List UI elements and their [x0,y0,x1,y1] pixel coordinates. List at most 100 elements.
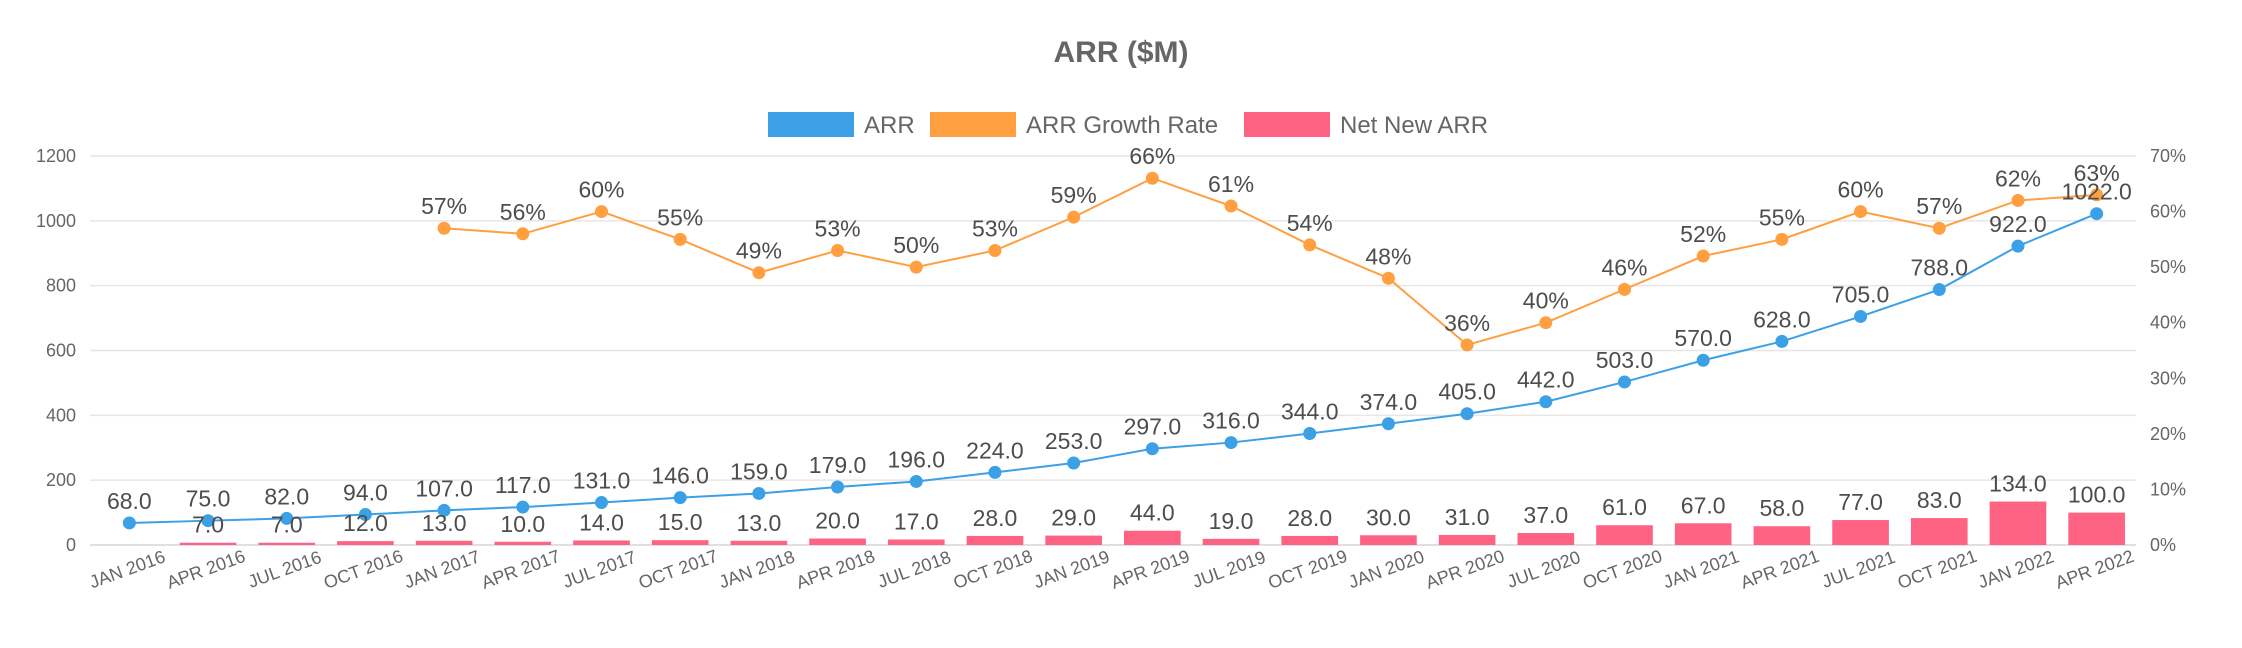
y-left-tick: 0 [66,535,76,555]
growth-rate-line-point [988,243,1002,257]
net-new-arr-label: 77.0 [1838,489,1883,515]
net-new-arr-label: 14.0 [579,509,624,535]
x-tick-label: APR 2020 [1423,546,1507,593]
y-right-tick: 20% [2150,424,2186,444]
net-new-arr-label: 15.0 [658,509,703,535]
growth-rate-label: 40% [1523,288,1569,314]
growth-rate-label: 62% [1995,165,2041,191]
arr-label: 253.0 [1045,428,1103,454]
arr-line-point [1854,309,1868,323]
arr-line-point [516,500,530,514]
arr-label: 922.0 [1989,211,2047,237]
net-new-arr-bar [730,540,788,545]
growth-rate-label: 53% [972,215,1018,241]
arr-label: 146.0 [651,463,709,489]
arr-label: 316.0 [1202,408,1260,434]
growth-rate-line-point [1145,171,1159,185]
y-left-tick: 800 [46,276,76,296]
growth-rate-label: 57% [1916,193,1962,219]
x-tick-label: JAN 2019 [1031,546,1112,592]
x-tick-label: JAN 2017 [401,546,482,592]
x-tick-label: OCT 2021 [1895,546,1980,593]
net-new-arr-label: 12.0 [343,510,388,536]
x-tick-label: OCT 2016 [321,546,406,593]
growth-rate-line-point [2090,188,2104,202]
growth-rate-label: 46% [1601,254,1647,280]
net-new-arr-label: 37.0 [1523,502,1568,528]
arr-line-point [595,496,608,510]
net-new-arr-bar [1124,530,1181,545]
x-tick-label: OCT 2020 [1580,546,1665,593]
arr-line-point [437,503,451,517]
arr-line [129,212,2098,524]
net-new-arr-label: 20.0 [815,508,860,534]
arr-label: 75.0 [186,486,231,512]
net-new-arr-bar [1281,535,1339,545]
growth-rate-line-point [516,227,530,241]
arr-line-point [1539,395,1553,409]
net-new-arr-bar [573,540,630,545]
arr-label: 224.0 [966,437,1024,463]
net-new-arr-bar [809,538,866,545]
y-left-tick: 1200 [36,146,76,166]
arr-line-point [1932,283,1946,297]
arr-label: 344.0 [1281,398,1339,424]
arr-line-point [1067,456,1081,470]
x-tick-label: JAN 2021 [1661,546,1742,592]
growth-rate-line [444,177,2097,347]
x-tick-label: APR 2019 [1108,546,1192,593]
x-tick-label: JUL 2018 [875,547,954,592]
growth-rate-label: 48% [1365,243,1411,269]
net-new-arr-label: 61.0 [1602,494,1647,520]
net-new-arr-label: 83.0 [1917,487,1962,513]
net-new-arr-bar [966,535,1024,545]
net-new-arr-bar [1045,535,1102,545]
legend-swatch [1244,112,1330,137]
y-right-tick: 60% [2150,202,2186,222]
legend-swatch [930,112,1016,137]
net-new-arr-label: 58.0 [1760,495,1805,521]
legend-label: ARR Growth Rate [1026,112,1218,139]
x-tick-label: OCT 2018 [951,546,1036,593]
net-new-arr-bar [1832,520,1889,545]
net-new-arr-label: 13.0 [737,510,782,536]
arr-line-point [1696,353,1710,367]
arr-line-point [1775,334,1789,348]
growth-rate-label: 52% [1680,221,1726,247]
growth-rate-line-point [1067,210,1081,224]
growth-rate-label: 53% [815,215,861,241]
growth-rate-line-point [752,266,766,280]
growth-rate-line-point [1303,238,1317,252]
net-new-arr-label: 134.0 [1989,471,2047,497]
net-new-arr-bar [887,539,945,545]
arr-line-point [1145,442,1159,456]
legend-net-new-arr: Net New ARR [1244,112,1488,139]
growth-rate-line-point [673,232,687,246]
x-tick-label: JAN 2016 [87,546,168,592]
arr-label: 297.0 [1124,414,1182,440]
net-new-arr-label: 19.0 [1209,508,1254,534]
growth-rate-label: 55% [1759,204,1805,230]
net-new-arr-label: 44.0 [1130,500,1175,526]
y-left-tick: 1000 [36,211,76,231]
arr-label: 788.0 [1910,255,1968,281]
arr-line-point [2011,239,2025,253]
growth-rate-label: 56% [500,199,546,225]
net-new-arr-bar [1674,523,1732,545]
growth-rate-line-point [1618,282,1631,296]
arr-line-point [280,511,294,525]
arr-line-point [201,514,215,528]
arr-line-point [358,508,372,522]
series-points [122,171,2104,530]
x-tick-label: JAN 2020 [1346,546,1427,592]
x-tick-label: APR 2022 [2053,546,2137,593]
x-tick-label: APR 2016 [164,546,248,593]
arr-line-point [1460,407,1474,421]
arr-line-point [673,491,687,505]
growth-rate-label: 54% [1287,210,1333,236]
y-left-tick: 200 [46,470,76,490]
y-right-tick: 40% [2150,313,2186,333]
arr-label: 82.0 [264,483,309,509]
y-axis-right: 0% 10% 20% 30% 40% 50% 60% 70% [2150,146,2186,555]
